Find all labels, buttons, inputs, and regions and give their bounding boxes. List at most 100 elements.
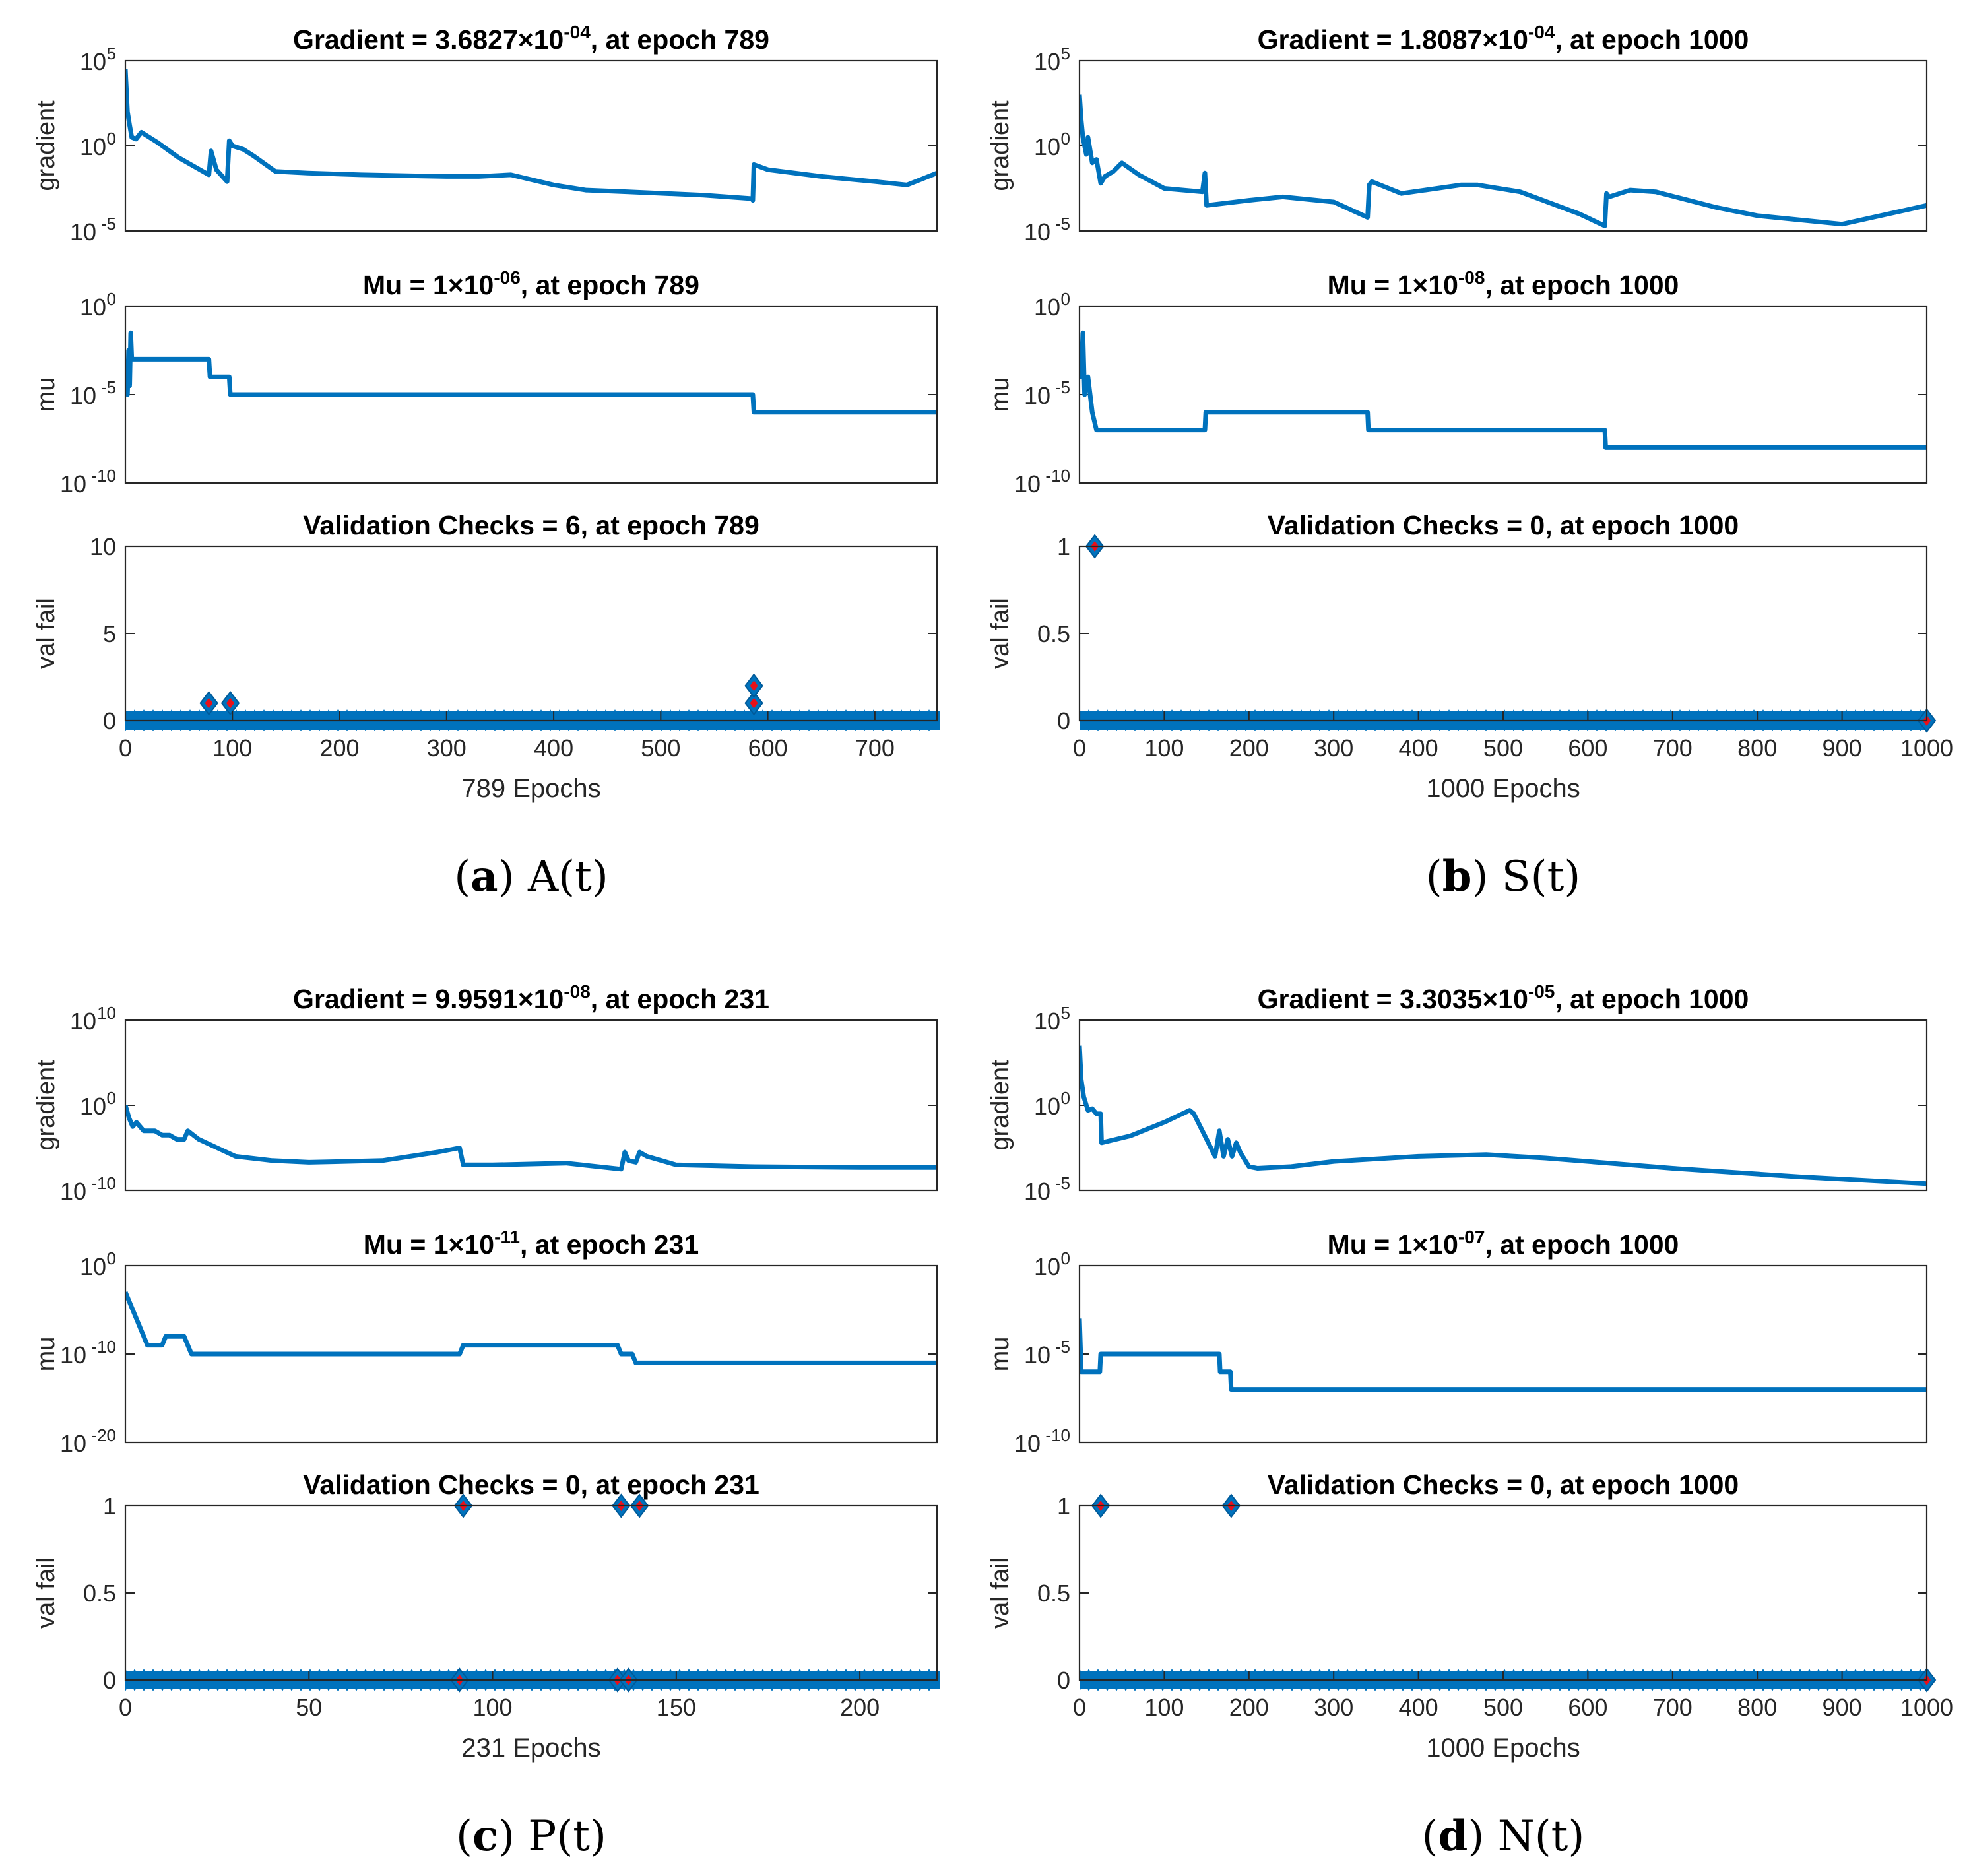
x-tick-label: 0 [119, 734, 132, 761]
plot-frame [124, 305, 938, 484]
caption-paren: ) [1471, 853, 1501, 901]
x-tick-label: 400 [534, 734, 573, 761]
y-tick-label: 10 [90, 533, 116, 560]
x-tick-label: 900 [1823, 734, 1862, 761]
panel-title: Gradient = 9.9591×10-08, at epoch 231 [293, 981, 769, 1014]
caption-label: d [1438, 1811, 1468, 1861]
y-tick-label: -5 [1055, 1173, 1070, 1193]
y-tick-label: -5 [101, 377, 116, 397]
x-tick-label: 300 [1314, 734, 1353, 761]
gradient-panel: Gradient = 3.6827×10-04, at epoch 789 gra… [32, 22, 938, 245]
y-tick-base: 10 [80, 294, 106, 321]
y-tick-base: 10 [60, 1430, 86, 1457]
panel-title: Gradient = 3.3035×10-05, at epoch 1000 [1258, 981, 1749, 1014]
caption-paren: ( [1422, 1812, 1438, 1861]
plot-frame [1078, 1264, 1928, 1444]
y-tick-base: 10 [1024, 1342, 1050, 1369]
y-tick-exponent: -10 [91, 1337, 116, 1357]
x-tick-label: 100 [473, 1694, 513, 1721]
y-tick-label: 0 [103, 707, 116, 734]
title-text: Gradient = 3.6827×10 [293, 24, 564, 55]
plot-frame [1078, 305, 1928, 484]
y-tick-label: 10 [97, 1003, 116, 1023]
y-tick-label: 1 [103, 1493, 116, 1520]
mu-series-line [125, 1291, 937, 1365]
caption-paren: ) [498, 853, 528, 901]
x-tick-label: 700 [1653, 1694, 1693, 1721]
y-tick-label: 0 [1061, 289, 1070, 309]
x-tick-label: 900 [1823, 1694, 1862, 1721]
val-panel: Validation Checks = 0, at epoch 1000 val … [986, 1470, 1953, 1763]
caption-paren: ) [498, 1812, 528, 1861]
y-tick-exponent: 0 [1061, 1088, 1070, 1108]
y-axis-label: gradient [32, 1060, 60, 1151]
y-tick-exponent: -10 [1045, 1425, 1070, 1445]
x-tick-label: 0 [1073, 1694, 1086, 1721]
y-tick-label: -5 [101, 214, 116, 234]
plot-frame [124, 1019, 938, 1192]
y-tick-base: 10 [1034, 1008, 1060, 1035]
y-tick-base: 10 [1024, 1178, 1050, 1205]
caption-text: P(t) [528, 1812, 606, 1861]
subfigure-caption: (a) A(t) [454, 852, 608, 901]
y-tick-base: 10 [1034, 48, 1060, 75]
subfigure-d: Gradient = 3.3035×10-05, at epoch 1000gr… [986, 981, 1953, 1861]
subfigure-a: Gradient = 3.6827×10-04, at epoch 789gra… [32, 22, 940, 901]
x-tick-label: 700 [1653, 734, 1693, 761]
y-axis-label: mu [32, 1337, 60, 1372]
title-exponent: -04 [1528, 22, 1555, 42]
x-tick-label: 0 [119, 1694, 132, 1721]
y-tick-label: -10 [91, 1173, 116, 1193]
gradient-series-line [125, 69, 938, 203]
y-tick-label: -5 [1055, 377, 1070, 397]
y-tick-exponent: -5 [101, 214, 116, 234]
y-tick-base: 10 [70, 1008, 96, 1035]
y-tick-exponent: 0 [107, 1088, 116, 1108]
y-tick-label: 0 [1061, 1088, 1070, 1108]
y-tick-label: 5 [107, 44, 116, 63]
title-suffix: , at epoch 1000 [1485, 270, 1679, 300]
panel-title: Mu = 1×10-07, at epoch 1000 [1328, 1227, 1679, 1260]
title-exponent: -04 [564, 22, 591, 42]
plot-frame [1078, 59, 1928, 232]
title-text: Mu = 1×10 [1328, 270, 1458, 300]
plot-frame [124, 1264, 938, 1444]
y-tick-base: 10 [1034, 133, 1060, 160]
caption-label: a [470, 852, 498, 901]
plot-frame [124, 545, 938, 722]
title-text: Mu = 1×10 [363, 270, 494, 300]
y-tick-label: 0 [107, 129, 116, 148]
y-axis-label: val fail [986, 1557, 1014, 1629]
val-panel: Validation Checks = 0, at epoch 1000 val … [986, 510, 1953, 803]
y-tick-base: 10 [1014, 1430, 1041, 1457]
y-tick-exponent: 0 [1061, 1248, 1070, 1268]
y-axis-label: mu [32, 377, 60, 412]
x-tick-label: 200 [1229, 734, 1269, 761]
y-tick-base: 10 [60, 470, 86, 498]
title-text: Gradient = 1.8087×10 [1258, 24, 1528, 55]
y-tick-exponent: -10 [91, 1173, 116, 1193]
y-axis-label: val fail [986, 598, 1014, 669]
y-tick-label: -10 [91, 466, 116, 486]
subfigure-b: Gradient = 1.8087×10-04, at epoch 1000gr… [986, 22, 1953, 901]
x-tick-label: 1000 [1900, 1694, 1953, 1721]
subfigure-caption: (b) S(t) [1426, 852, 1581, 901]
y-tick-exponent: -10 [91, 466, 116, 486]
val-fail-point-center [226, 697, 235, 709]
title-exponent: -11 [494, 1227, 520, 1247]
title-text: Validation Checks = 0, at epoch 231 [303, 1470, 759, 1500]
title-exponent: -07 [1458, 1227, 1485, 1247]
title-suffix: , at epoch 789 [521, 270, 699, 300]
gradient-panel: Gradient = 9.9591×10-08, at epoch 231 gra… [32, 981, 938, 1205]
y-tick-exponent: -20 [91, 1425, 116, 1445]
title-suffix: , at epoch 1000 [1485, 1229, 1679, 1260]
caption-paren: ( [456, 1812, 472, 1861]
mu-panel: Mu = 1×10-08, at epoch 1000mu010-510-101… [986, 267, 1928, 498]
y-axis-label: mu [986, 377, 1014, 412]
x-tick-label: 0 [1073, 734, 1086, 761]
title-suffix: , at epoch 789 [591, 24, 769, 55]
mu-series-line [1080, 1318, 1927, 1392]
y-tick-label: 0 [107, 1088, 116, 1108]
x-tick-label: 500 [641, 734, 680, 761]
y-tick-label: -10 [91, 1337, 116, 1357]
